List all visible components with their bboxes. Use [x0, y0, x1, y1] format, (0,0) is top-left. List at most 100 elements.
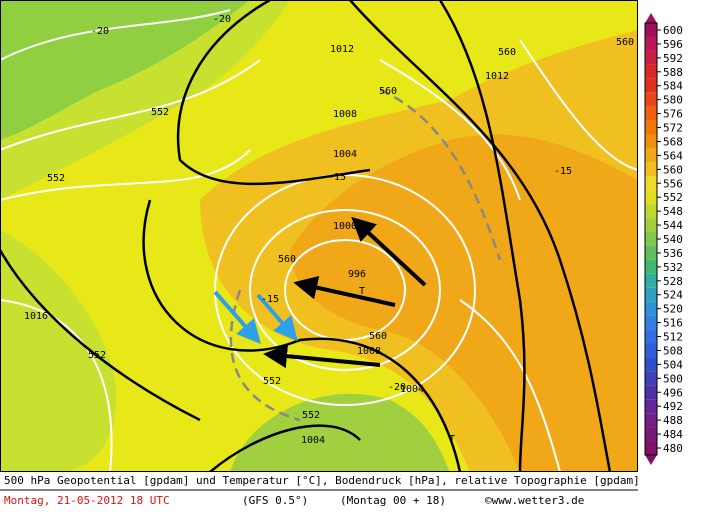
contour-label: 552	[263, 376, 281, 387]
contour-label: 1008	[357, 346, 381, 357]
colorbar-swatch	[645, 315, 657, 330]
colorbar-swatch	[645, 399, 657, 414]
colorbar-label: 528	[663, 275, 683, 288]
footer-date: Montag, 21-05-2012 18 UTC	[4, 494, 170, 507]
colorbar-label: 536	[663, 247, 683, 260]
colorbar-cap	[645, 454, 657, 465]
map: -20 -20 1012 560 1012 560 560 1008 552 1004 -15 -15…	[0, 0, 638, 472]
colorbar-label: 540	[663, 233, 683, 246]
wind-arrows	[263, 216, 427, 369]
colorbar-swatch	[645, 78, 657, 93]
colorbar-swatch	[645, 218, 657, 233]
colorbar-label: 480	[663, 442, 683, 455]
colorbar-swatch	[645, 23, 657, 37]
contour-label: -20	[91, 26, 109, 37]
colorbar-label: 504	[663, 358, 683, 371]
contour-label: 552	[151, 107, 169, 118]
colorbar-swatch	[645, 371, 657, 386]
colorbar-label: 496	[663, 386, 683, 399]
contour-label: T	[359, 286, 365, 297]
colorbar-label: 588	[663, 66, 683, 79]
colorbar-swatch	[645, 50, 657, 65]
colorbar-label: 488	[663, 414, 683, 427]
footer-run: (Montag 00 + 18)	[340, 494, 446, 507]
contour-label: T	[449, 434, 455, 445]
colorbar-swatch	[645, 106, 657, 121]
colorbar-swatch	[645, 357, 657, 372]
colorbar-label: 548	[663, 205, 683, 218]
colorbar-label: 576	[663, 108, 683, 121]
contour-label: 1004	[333, 149, 357, 160]
contour-label: -15	[328, 172, 346, 183]
colorbar-label: 572	[663, 122, 683, 135]
colorbar-swatch	[645, 92, 657, 107]
colorbar-swatch	[645, 427, 657, 442]
contour-label: -15	[554, 166, 572, 177]
green-field	[0, 0, 250, 140]
contour-label: -20	[388, 382, 406, 393]
footer-model: (GFS 0.5°)	[242, 494, 308, 507]
colorbar-swatch	[645, 259, 657, 274]
contour-label: 1012	[330, 44, 354, 55]
contour-label: 996	[348, 269, 366, 280]
contour-label: 1008	[333, 109, 357, 120]
colorbar-swatch	[645, 176, 657, 191]
colorbar-swatch	[645, 120, 657, 135]
contour-label: 1004	[400, 384, 424, 395]
colorbar-label: 500	[663, 372, 683, 385]
contour-label: 1016	[24, 311, 48, 322]
colorbar-label: 492	[663, 400, 683, 413]
contour-label: 560	[369, 331, 387, 342]
colorbar-swatch	[645, 413, 657, 428]
colorbar-label: 552	[663, 191, 683, 204]
colorbar-label: 600	[663, 24, 683, 37]
colorbar-swatch	[645, 329, 657, 344]
colorbar-swatch	[645, 148, 657, 163]
colorbar-label: 516	[663, 317, 683, 330]
colorbar-swatch	[645, 441, 657, 455]
colorbar-swatch	[645, 245, 657, 260]
colorbar-label: 592	[663, 52, 683, 65]
contour-label: 1012	[485, 71, 509, 82]
colorbar-swatch	[645, 204, 657, 219]
colorbar-swatch	[645, 287, 657, 302]
contour-label: 1000	[333, 221, 357, 232]
contour-label: 552	[88, 350, 106, 361]
blue-arrows	[213, 290, 298, 344]
contour-label: -15	[261, 294, 279, 305]
contour-label: 560	[616, 37, 634, 48]
colorbar-swatch	[645, 273, 657, 288]
colorbar-label: 520	[663, 303, 683, 316]
colorbar-label: 556	[663, 177, 683, 190]
colorbar-label: 580	[663, 94, 683, 107]
contour-label: 1004	[301, 435, 325, 446]
contour-labels: -20 -20 1012 560 1012 560 560 1008 552 1004 -15 -15…	[24, 14, 634, 446]
colorbar-label: 508	[663, 344, 683, 357]
contour-label: 560	[379, 86, 397, 97]
green-field	[230, 393, 450, 472]
colorbar-label: 484	[663, 428, 683, 441]
contour-label: 560	[498, 47, 516, 58]
colorbar-swatch	[645, 385, 657, 400]
colorbar-label: 596	[663, 38, 683, 51]
map-frame	[0, 0, 638, 472]
colorbar-label: 560	[663, 163, 683, 176]
colorbar-swatch	[645, 64, 657, 79]
colorbar-cap	[645, 13, 657, 24]
colorbar-swatch	[645, 301, 657, 316]
colorbar-frame	[644, 22, 658, 456]
footer-description: 500 hPa Geopotential [gpdam] und Tempera…	[4, 474, 640, 487]
contour-label: 552	[47, 173, 65, 184]
colorbar-swatch	[645, 36, 657, 51]
isobars	[0, 0, 612, 472]
footer-copyright: ©www.wetter3.de	[485, 494, 584, 507]
colorbar-label: 524	[663, 289, 683, 302]
colorbar-label: 584	[663, 80, 683, 93]
colorbar: 6005965925885845805765725685645605565525…	[644, 13, 683, 465]
colorbar-label: 532	[663, 261, 683, 274]
colorbar-label: 512	[663, 331, 683, 344]
colorbar-label: 564	[663, 149, 683, 162]
colorbar-swatch	[645, 134, 657, 149]
contour-label: -20	[213, 14, 231, 25]
